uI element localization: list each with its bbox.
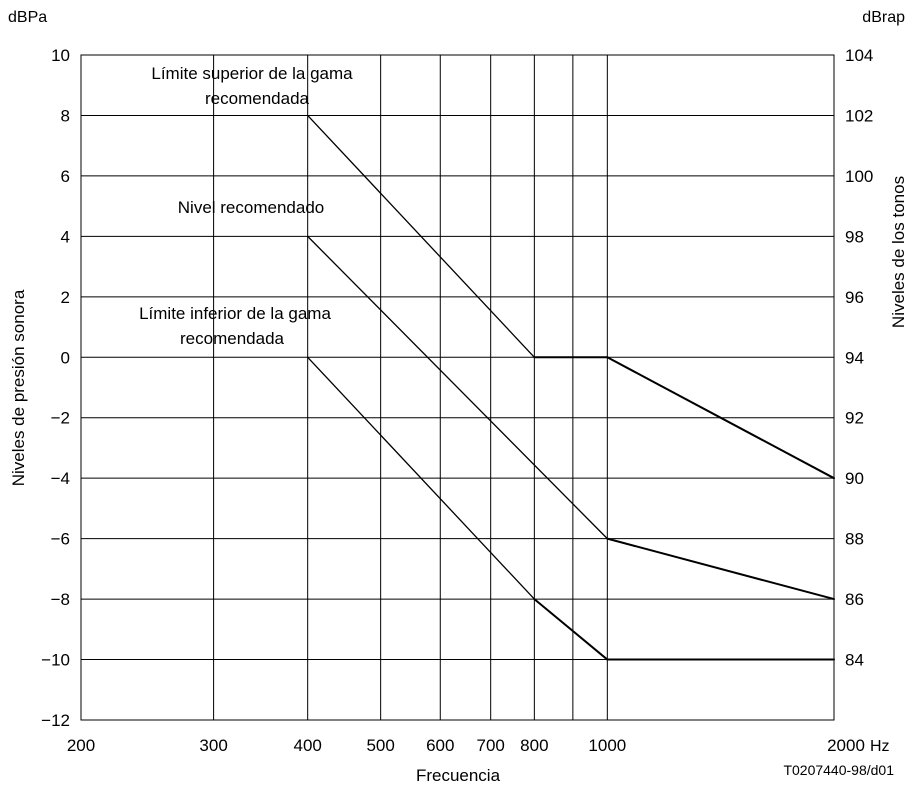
lower-limit-line: [307, 356, 835, 661]
x-axis-title: Frecuencia: [416, 766, 501, 785]
y-tick-label: 2: [61, 288, 70, 307]
lower-limit-label-line1: Límite inferior de la gama: [139, 304, 331, 323]
y-tick-label: −10: [41, 651, 70, 670]
y-gridlines: [81, 114, 834, 661]
y2-tick-label: 96: [845, 288, 864, 307]
y-tick-label: −4: [51, 469, 70, 488]
x-unit-label: Hz: [870, 738, 890, 755]
y2-tick-label: 88: [845, 530, 864, 549]
upper-limit-label-line1: Límite superior de la gama: [151, 64, 353, 83]
x-tick-label: 2000: [827, 736, 865, 755]
y-tick-label: 10: [51, 46, 70, 65]
x-tick-label: 400: [293, 736, 321, 755]
upper-limit-line: [307, 114, 835, 480]
x-tick-labels: 200 300 400 500 600 700 800 1000 2000: [67, 736, 865, 755]
x-tick-label: 700: [476, 736, 504, 755]
y-tick-label: 4: [61, 227, 70, 246]
series-segment: [307, 356, 536, 600]
y-tick-label: −12: [41, 711, 70, 730]
y2-tick-label: 98: [845, 227, 864, 246]
y2-tick-label: 100: [845, 167, 873, 186]
y2-tick-label: 92: [845, 409, 864, 428]
y-tick-label: −6: [51, 530, 70, 549]
y2-tick-label: 90: [845, 469, 864, 488]
series-segment: [533, 598, 609, 661]
y-tick-label: 6: [61, 167, 70, 186]
y-tick-label: −8: [51, 590, 70, 609]
y-tick-label: 0: [61, 348, 70, 367]
series-segment: [606, 356, 835, 480]
y2-tick-label: 86: [845, 590, 864, 609]
x-gridlines: [213, 55, 608, 720]
y-tick-label: −2: [51, 409, 70, 428]
y-axis-title: Niveles de presión sonora: [9, 289, 28, 486]
right-y-tick-labels: 104 102 100 98 96 94 92 90 88 86 84: [845, 46, 873, 670]
x-tick-label: 800: [520, 736, 548, 755]
y-tick-label: 8: [61, 106, 70, 125]
x-tick-label: 1000: [588, 736, 626, 755]
y2-tick-label: 104: [845, 46, 873, 65]
series-segment: [307, 114, 536, 358]
recommended-level-line: [307, 235, 835, 601]
y2-tick-label: 102: [845, 106, 873, 125]
series-lines: [307, 114, 835, 661]
recommended-level-label: Nivel recomendado: [178, 198, 324, 217]
figure-reference-code: T0207440-98/d01: [783, 762, 894, 778]
y2-axis-title: Niveles de los tonos: [889, 176, 908, 328]
series-segment: [307, 235, 608, 540]
plot-frame: [80, 54, 835, 721]
left-unit-label: dBPa: [8, 9, 47, 26]
x-tick-label: 200: [67, 736, 95, 755]
y2-tick-label: 84: [845, 651, 864, 670]
series-segment: [606, 537, 835, 601]
upper-limit-label-line2: recomendada: [205, 89, 310, 108]
y2-tick-label: 94: [845, 348, 864, 367]
x-tick-label: 500: [366, 736, 394, 755]
left-y-tick-labels: 10 8 6 4 2 0 −2 −4 −6 −8 −10 −12: [41, 46, 70, 730]
lower-limit-label-line2: recomendada: [180, 329, 285, 348]
x-tick-label: 600: [426, 736, 454, 755]
series-annotations: Límite superior de la gama recomendada N…: [139, 64, 353, 348]
x-tick-label: 300: [199, 736, 227, 755]
right-unit-label: dBrap: [862, 9, 905, 26]
